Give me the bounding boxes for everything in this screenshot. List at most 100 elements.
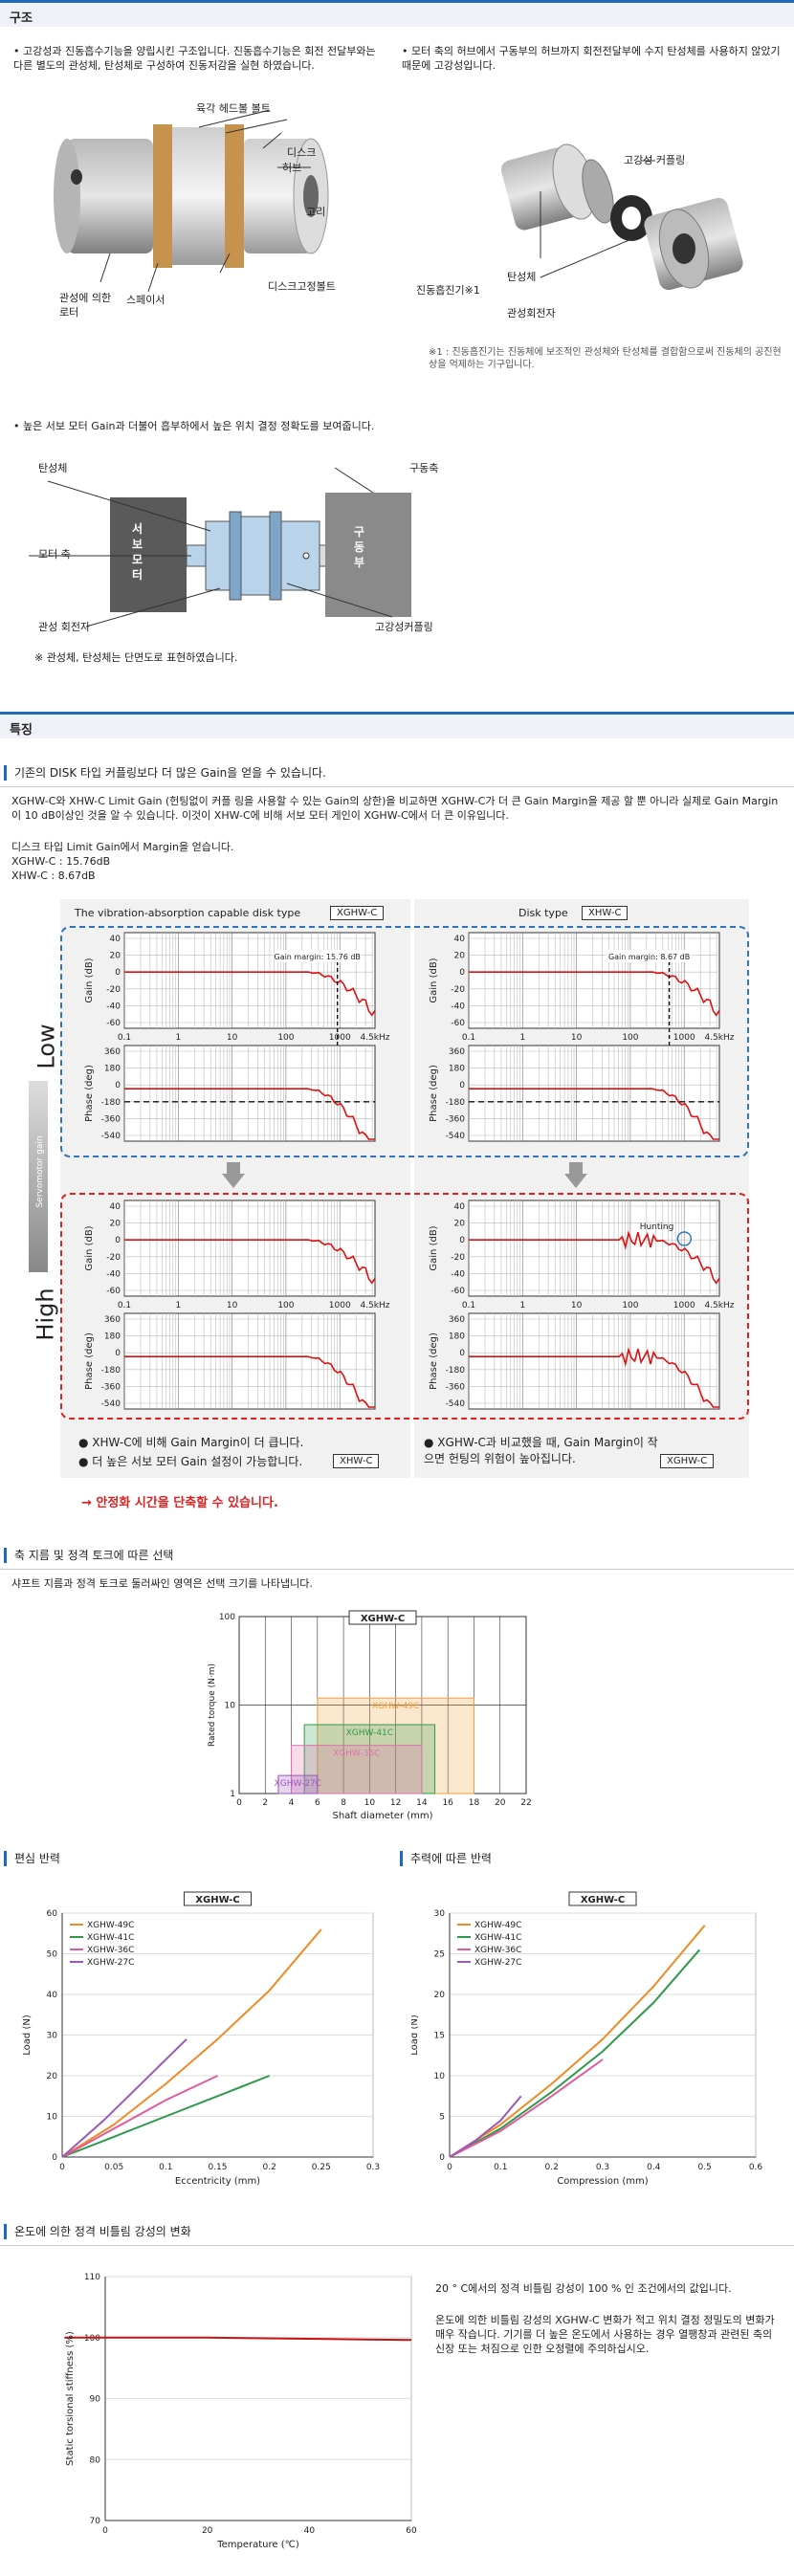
tick-label: 1000 — [329, 1033, 351, 1043]
y-axis-label: Load (N) — [411, 2015, 420, 2056]
compression-chart: 0 5 10 15 20 25 30 0 0.1 0.2 0.3 0.4 0.5 0.6 XGHW-49C X… — [411, 1891, 762, 2187]
tick-label: 30 — [47, 2032, 58, 2041]
response-curve — [469, 1230, 720, 1285]
tick-label: 10 — [571, 1033, 583, 1043]
tick-label: 0 — [447, 2163, 452, 2172]
tick-label: 360 — [104, 1315, 121, 1325]
series-area — [291, 1745, 423, 1794]
response-curve — [469, 971, 720, 1017]
tick-label: 15 — [434, 2032, 445, 2041]
chart-title-box — [184, 1891, 252, 1906]
tick-label: 180 — [449, 1065, 465, 1074]
tick-label: -40 — [106, 1269, 121, 1279]
tick-label: 8 — [341, 1798, 346, 1808]
tick-label: 0 — [459, 1349, 465, 1358]
tick-label: -180 — [101, 1098, 121, 1108]
tick-label: 100 — [622, 1301, 638, 1310]
tick-label: 10 — [47, 2113, 58, 2123]
tick-label: 40 — [110, 1202, 121, 1212]
axis-label: Gain (dB) — [429, 1225, 439, 1270]
tick-label: 20 — [434, 1991, 446, 2000]
eccentric-heading: 편심 반력 — [4, 1851, 60, 1866]
series-line — [449, 2095, 522, 2158]
series-line — [449, 1925, 706, 2158]
tick-label: 360 — [449, 1315, 465, 1325]
tick-label: 1 — [519, 1033, 525, 1043]
feature-para3: XGHW-C : 15.76dB — [11, 855, 111, 868]
tick-label: -540 — [101, 1399, 121, 1409]
tick-label: 1 — [519, 1301, 525, 1310]
tick-label: 10 — [571, 1301, 583, 1310]
series-line — [61, 1928, 322, 2158]
gain-plot: 40 20 0 -20 -40 -60 0.1 1 10 100 1000 4.5kHz Gain (d… — [429, 1200, 735, 1310]
tick-label: 0 — [236, 1798, 242, 1808]
tick-label: 40 — [454, 935, 466, 944]
tick-label: 40 — [110, 935, 121, 944]
tick-label: 100 — [219, 1613, 235, 1622]
legend-label: XGHW-36C — [87, 1946, 134, 1955]
tick-label: -360 — [101, 1114, 121, 1124]
tick-label: 0.4 — [647, 2163, 661, 2172]
series-line — [64, 2336, 412, 2342]
tick-label: 1 — [175, 1033, 181, 1043]
margin-label-bg — [606, 950, 693, 962]
phase-plot: 360 180 0 -180 -360 -540 Phase (deg) — [429, 1312, 720, 1410]
section-structure-header: 구조 — [0, 0, 794, 27]
series-label: XGHW-27C — [275, 1779, 321, 1789]
tick-label: 0.3 — [596, 2163, 609, 2172]
divider — [0, 786, 794, 787]
tick-label: 0.1 — [462, 1301, 475, 1310]
section-note: ※ 관성체, 탄성체는 단면도로 표현하였습니다. — [34, 651, 238, 664]
tick-label: 180 — [104, 1332, 121, 1342]
label-elastic: 탄성체 — [507, 271, 537, 283]
tick-label: -360 — [446, 1382, 466, 1392]
label-inertia-rotor-2: 관성 회전자 — [38, 621, 91, 633]
tick-label: -20 — [451, 985, 465, 995]
tick-label: 0 — [459, 968, 465, 978]
low-gain-box — [60, 926, 749, 1157]
chart-title-box — [568, 1891, 637, 1906]
axis-label: Gain (dB) — [429, 958, 439, 1002]
label-coupling: 고강성커플링 — [375, 621, 433, 633]
y-axis-label: Load (N) — [22, 2015, 33, 2056]
x-axis-label: Compression (mm) — [557, 2176, 648, 2187]
tick-label: -540 — [446, 1399, 466, 1409]
eccentric-chart: 0 10 20 30 40 50 60 0 0.05 0.1 0.15 0.2 0.25 0.3 XGHW-… — [22, 1891, 380, 2187]
tick-label: 180 — [104, 1065, 121, 1074]
tick-label: 0 — [115, 1349, 121, 1358]
tick-label: 0.15 — [208, 2163, 227, 2172]
coupling-illustration-right — [500, 143, 743, 291]
tick-label: 20 — [454, 1220, 466, 1229]
selection-heading: 축 지름 및 정격 토크에 따른 선택 — [4, 1548, 173, 1563]
tick-label: 20 — [454, 952, 466, 961]
tick-label: 0 — [459, 1081, 465, 1090]
tick-label: -540 — [101, 1132, 121, 1141]
tick-label: 6 — [315, 1798, 320, 1808]
hunting-label: Hunting — [640, 1222, 674, 1232]
tick-label: -360 — [446, 1114, 466, 1124]
response-curve — [124, 1355, 375, 1408]
tick-label: 1000 — [673, 1301, 695, 1310]
axis-label: Gain (dB) — [84, 1225, 95, 1270]
tick-label: 10 — [227, 1301, 238, 1310]
y-axis-label: Static torsional stiffness (%) — [65, 2331, 76, 2466]
right-col-tag: XHW-C — [582, 906, 629, 920]
tick-label: 0 — [115, 968, 121, 978]
axis-label: Phase (deg) — [429, 1065, 439, 1122]
tick-label: 50 — [47, 1950, 58, 1960]
temperature-desc1: 20 ° C에서의 정격 비틀림 강성이 100 % 인 조건에서의 값입니다. — [435, 2282, 732, 2295]
margin-label-bg — [274, 950, 361, 962]
gain-note: • 높은 서보 모터 Gain과 더불어 흡부하에서 높은 위치 결정 정확도를… — [13, 420, 375, 432]
label-servo-motor: 서보모터 — [132, 522, 143, 582]
x-axis-label: Temperature (℃) — [216, 2540, 299, 2550]
tick-label: 0 — [439, 2153, 445, 2163]
tick-label: 1 — [175, 1301, 181, 1310]
tick-label: 0.1 — [494, 2163, 507, 2172]
tick-label: 4 — [289, 1798, 295, 1808]
legend-label: XGHW-49C — [474, 1921, 521, 1930]
tick-label: 0.25 — [312, 2163, 331, 2172]
cross-section-diagram — [29, 467, 411, 627]
tick-label: 16 — [442, 1798, 453, 1808]
coupling-illustration-left — [54, 110, 329, 293]
tick-label: -40 — [451, 1269, 465, 1279]
